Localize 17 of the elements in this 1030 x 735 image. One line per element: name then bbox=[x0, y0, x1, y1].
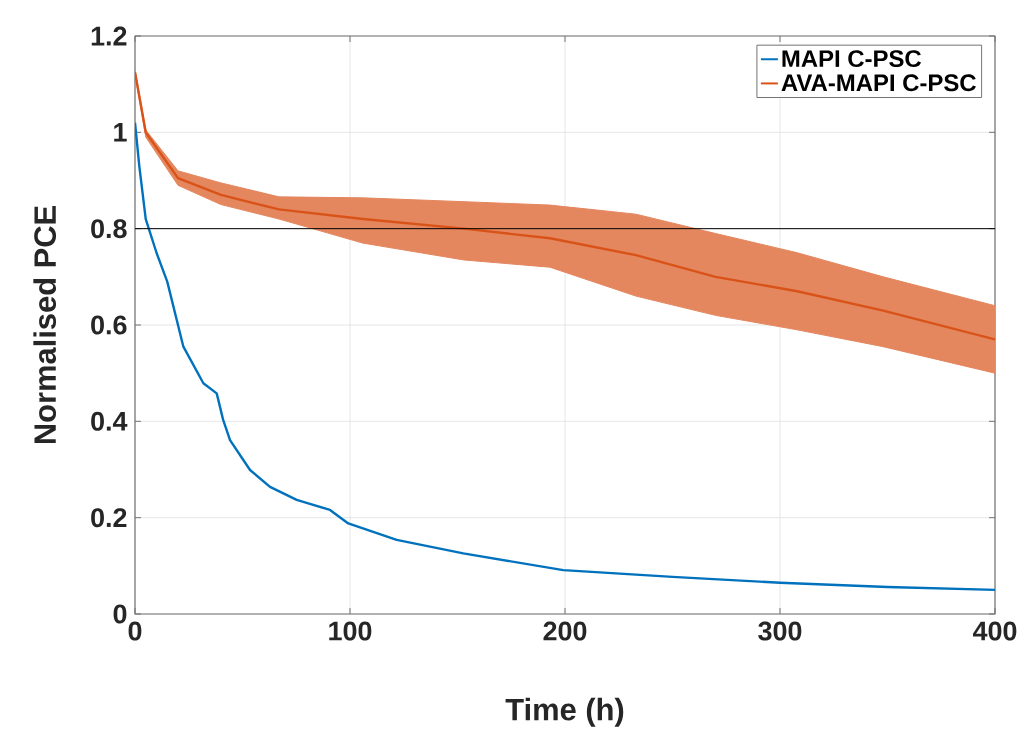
x-tick-label: 100 bbox=[329, 621, 372, 641]
line-series bbox=[135, 121, 996, 592]
y-tick-label: 0.8 bbox=[91, 219, 127, 239]
y-tick-label: 1.2 bbox=[91, 26, 127, 46]
x-tick-label: 200 bbox=[543, 621, 587, 641]
y-tick-label: 0.4 bbox=[91, 411, 128, 431]
y-tick-label: 1 bbox=[114, 123, 127, 142]
x-tick-label: 300 bbox=[758, 621, 802, 641]
y-tick-label: 0.2 bbox=[91, 508, 127, 528]
legend-label: MAPI C-PSC bbox=[782, 50, 922, 68]
x-tick-label: 0 bbox=[128, 621, 142, 641]
legend-label: AVA-MAPI C-PSC bbox=[781, 74, 976, 92]
y-axis-title: Normalised PCE bbox=[33, 206, 57, 444]
y-tick-label: 0.6 bbox=[91, 315, 127, 335]
x-axis-title: Time (h) bbox=[505, 697, 624, 727]
y-tick-label: 0 bbox=[113, 604, 127, 624]
x-tick-label: 400 bbox=[972, 621, 1017, 641]
